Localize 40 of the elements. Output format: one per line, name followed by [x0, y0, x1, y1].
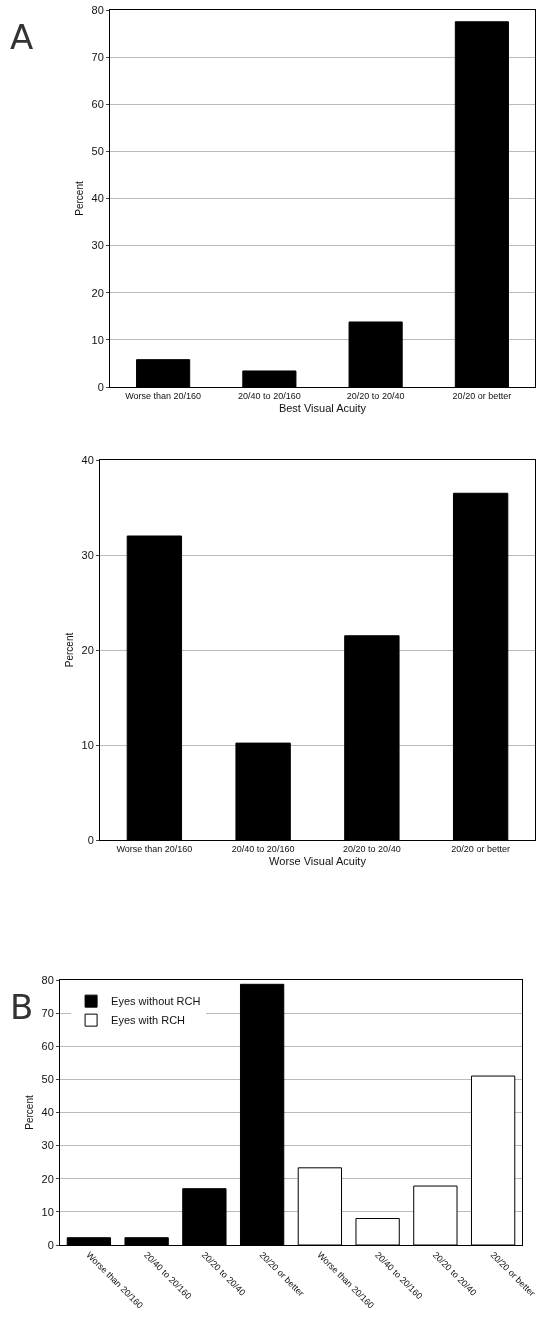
y-tick-label: 10 — [81, 738, 94, 751]
y-tick-label: 30 — [81, 548, 94, 561]
y-tick-label: 60 — [41, 1040, 54, 1053]
y-tick-label: 0 — [87, 833, 94, 846]
y-axis-title: Percent — [63, 632, 75, 668]
y-tick-label: 0 — [47, 1238, 54, 1251]
x-tick-label: 20/20 to 20/40 — [346, 390, 405, 401]
x-tick-label: Worse than 20/160 — [116, 843, 193, 854]
y-tick-label: 10 — [41, 1205, 54, 1218]
y-tick-label: 70 — [41, 1006, 54, 1019]
x-tick-label: 20/40 to 20/160 — [238, 390, 301, 401]
x-tick-label: 20/20 to 20/40 — [343, 843, 401, 854]
y-tick-label: 50 — [91, 145, 104, 158]
x-tick-label: Worse than 20/160 — [125, 390, 202, 401]
legend-label: Eyes with RCH — [111, 1014, 186, 1027]
x-tick-label: 20/20 or better — [452, 390, 512, 401]
y-axis-title: Percent — [73, 181, 85, 216]
y-tick-label: 40 — [91, 192, 104, 205]
y-tick-label: 80 — [41, 973, 54, 986]
y-tick-label: 20 — [81, 643, 94, 656]
y-tick-label: 60 — [91, 98, 104, 111]
x-axis-title: Worse Visual Acuity — [269, 855, 367, 867]
x-tick-label: 20/20 or better — [451, 843, 510, 854]
y-tick-label: 10 — [91, 333, 104, 346]
y-tick-label: 80 — [91, 3, 104, 16]
text: A — [10, 17, 34, 57]
legend-label: Eyes without RCH — [111, 995, 201, 1008]
y-tick-label: 30 — [41, 1139, 54, 1152]
y-tick-label: 0 — [97, 380, 104, 393]
y-tick-label: 40 — [81, 453, 94, 466]
y-axis-title: Percent — [23, 1095, 35, 1130]
x-axis-title: Best Visual Acuity — [278, 402, 367, 414]
y-tick-label: 50 — [41, 1073, 54, 1086]
y-tick-label: 20 — [91, 286, 104, 299]
y-tick-label: 30 — [91, 239, 104, 252]
x-tick-label: 20/40 to 20/160 — [231, 843, 295, 854]
y-tick-label: 70 — [91, 50, 104, 63]
y-tick-label: 40 — [41, 1106, 54, 1119]
y-tick-label: 20 — [41, 1172, 54, 1185]
text: B — [10, 987, 34, 1027]
